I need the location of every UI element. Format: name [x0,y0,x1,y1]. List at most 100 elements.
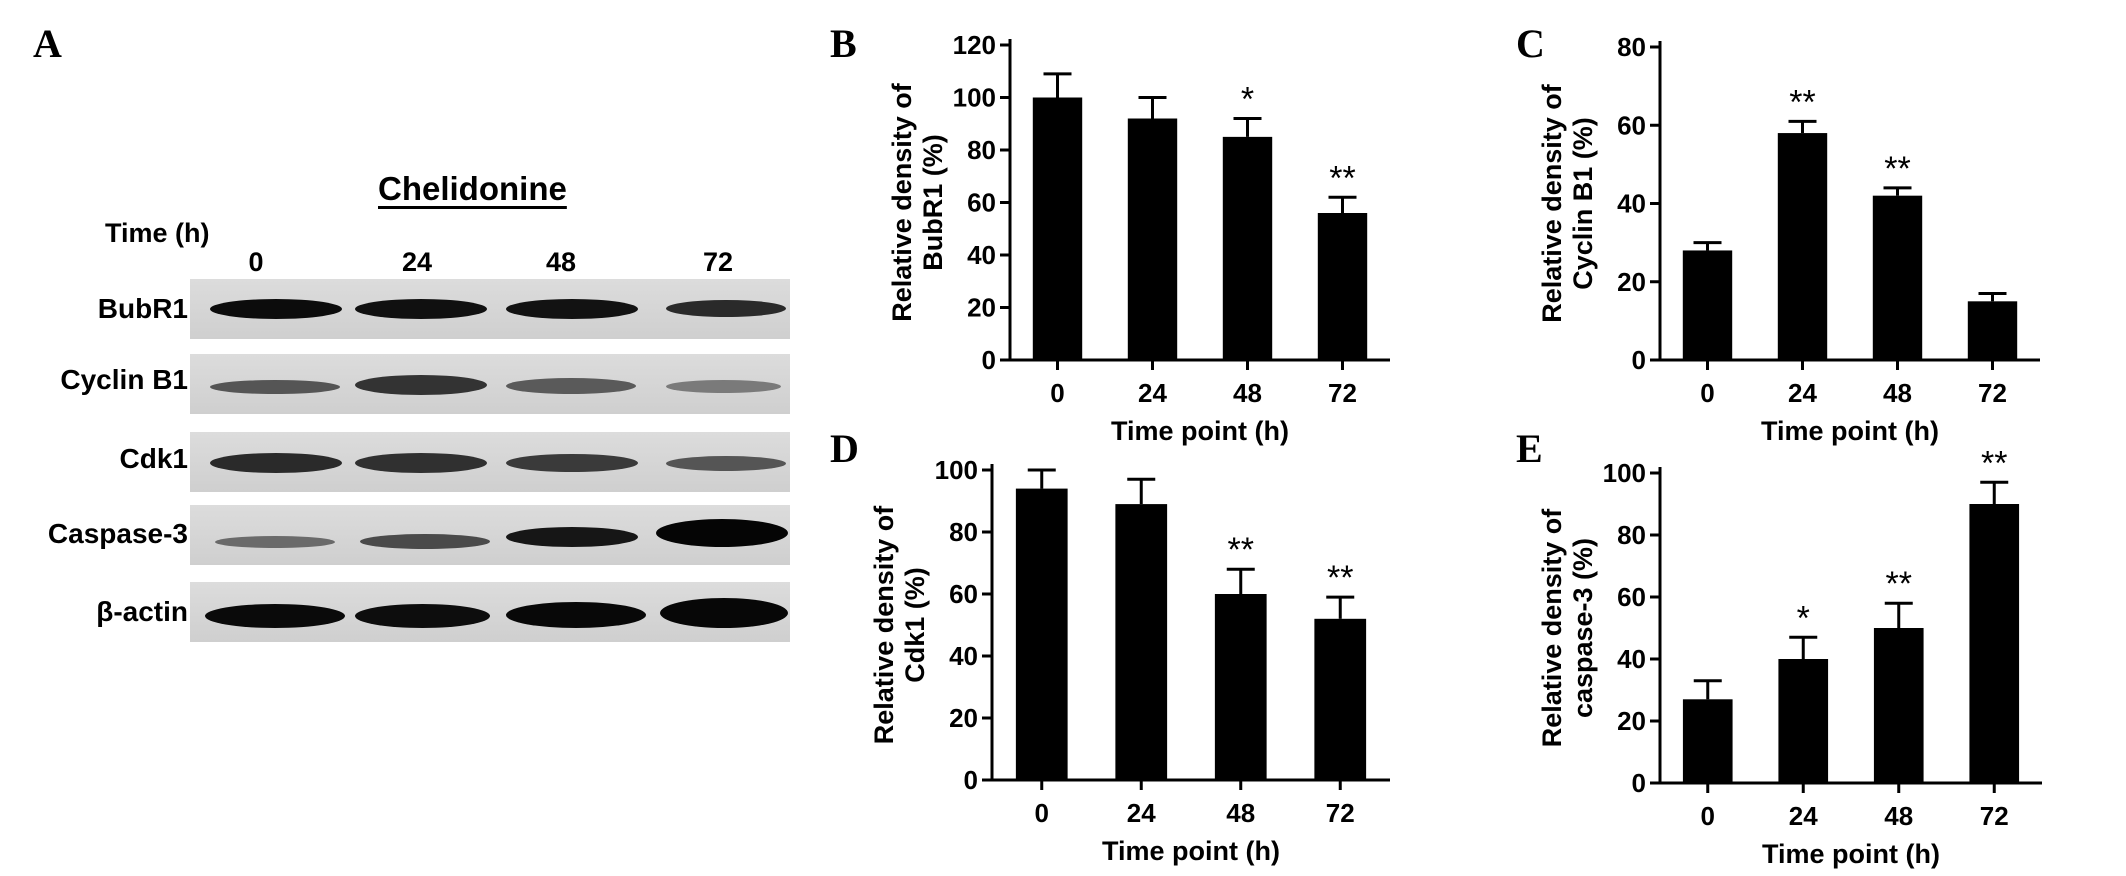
y-axis-label-line: Cyclin B1 (%) [1568,117,1598,290]
bar [1777,133,1828,360]
x-tick-label: 0 [1700,378,1714,408]
x-axis-label: Time point (h) [1762,839,1940,869]
y-tick-label: 60 [967,188,996,218]
blot-band [506,299,638,319]
x-axis-label: Time point (h) [1111,416,1289,446]
y-tick-label: 60 [949,579,978,609]
significance-marker: ** [1327,559,1353,597]
y-tick-label: 80 [1617,520,1646,550]
blot-band [666,456,786,471]
x-tick-label: 72 [1326,798,1355,828]
bar [1969,504,2020,783]
x-tick-label: 0 [1035,798,1049,828]
bar [1214,594,1267,780]
y-axis-label-line: Cdk1 (%) [900,567,930,683]
blot-band [355,453,487,473]
bar [1317,213,1368,360]
blot-strip-caspase-3 [190,505,790,565]
blot-lane-label: 72 [702,247,734,277]
blot-lane-label: 24 [401,247,433,277]
y-tick-label: 40 [967,240,996,270]
blot-row-label: Caspase-3 [47,518,188,549]
y-tick-label: 20 [949,703,978,733]
x-tick-label: 0 [1701,801,1715,831]
bar [1127,118,1178,360]
significance-marker: ** [1329,159,1355,197]
x-tick-label: 72 [1978,378,2007,408]
y-tick-label: 40 [1617,644,1646,674]
significance-marker: ** [1884,150,1910,188]
x-tick-label: 24 [1788,378,1817,408]
y-tick-label: 0 [1632,345,1646,375]
y-axis-label-line: Relative density of [1537,83,1567,323]
y-tick-label: 80 [949,517,978,547]
bar [1032,97,1083,360]
y-axis-label: Relative density ofCdk1 (%) [869,505,930,745]
x-tick-label: 48 [1226,798,1255,828]
blot-band [506,527,638,547]
panel-letter-e: E [1516,426,1543,471]
y-axis-label-line: Relative density of [1537,508,1567,748]
bar [1967,301,2018,360]
blot-band [506,602,646,628]
y-tick-label: 120 [953,30,996,60]
x-tick-label: 72 [1328,378,1357,408]
x-axis-label: Time point (h) [1102,836,1280,866]
y-tick-label: 80 [967,135,996,165]
y-tick-label: 80 [1617,32,1646,62]
x-tick-label: 48 [1884,801,1913,831]
blot-strip-beta-actin [190,582,790,642]
blot-row-label: BubR1 [97,293,188,324]
blot-band [656,519,788,547]
y-tick-label: 100 [935,455,978,485]
blot-band [210,299,342,319]
significance-marker: ** [1789,83,1815,121]
blot-strip-bubr1 [190,279,790,339]
bar [1778,659,1829,783]
bar [1015,488,1068,780]
x-axis-label: Time point (h) [1761,416,1939,446]
y-tick-label: 0 [1632,768,1646,798]
y-tick-label: 20 [1617,267,1646,297]
blot-row-label: Cyclin B1 [60,364,188,395]
blot-strip-cyclin-b1 [190,354,790,414]
bar [1682,699,1733,783]
y-tick-label: 100 [953,83,996,113]
y-tick-label: 40 [949,641,978,671]
significance-marker: ** [1981,444,2007,482]
y-axis-label: Relative density ofBubR1 (%) [887,82,948,322]
blot-band [506,378,636,394]
x-tick-label: 24 [1127,798,1156,828]
y-axis-label-line: Relative density of [887,82,917,322]
bar [1115,504,1168,780]
blot-band [666,380,781,393]
x-tick-label: 48 [1233,378,1262,408]
blot-band [666,300,786,317]
y-tick-label: 20 [1617,706,1646,736]
blot-band [360,534,490,549]
y-axis-label-line: Relative density of [869,505,899,745]
panel-letter-a: A [33,21,62,66]
y-tick-label: 100 [1603,458,1646,488]
bar [1872,195,1923,360]
blot-row-label: Cdk1 [119,443,188,474]
blot-strip-cdk1 [190,432,790,492]
blot-band [660,598,788,628]
y-axis-label-line: BubR1 (%) [918,134,948,271]
x-tick-label: 24 [1789,801,1818,831]
blot-treatment-title: Chelidonine [378,170,567,207]
y-axis-label: Relative density ofcaspase-3 (%) [1537,508,1598,748]
blot-time-label: Time (h) [105,218,210,248]
bar [1682,250,1733,360]
blot-lane-label: 0 [248,247,264,277]
significance-marker: ** [1886,565,1912,603]
blot-band [355,299,487,319]
significance-marker: * [1797,599,1810,637]
x-tick-label: 24 [1138,378,1167,408]
x-tick-label: 72 [1980,801,2009,831]
y-tick-label: 20 [967,293,996,323]
